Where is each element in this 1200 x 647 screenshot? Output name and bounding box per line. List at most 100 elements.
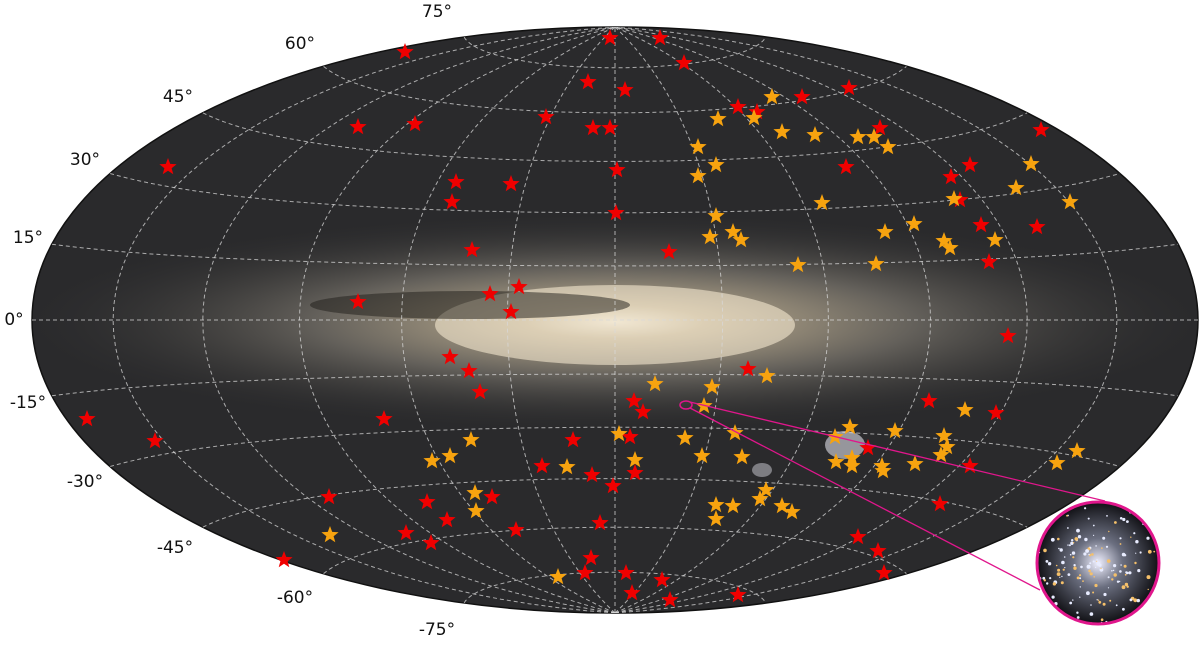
latitude-label: 15° [13, 228, 43, 248]
inset-star [1061, 560, 1065, 565]
inset-star [1126, 520, 1129, 523]
star-marker [724, 497, 742, 514]
star-marker [920, 392, 938, 409]
star-marker [972, 216, 990, 233]
inset-star [1100, 618, 1104, 621]
star-marker [956, 401, 974, 418]
star-marker [757, 481, 775, 498]
inset-star [1093, 534, 1095, 537]
star-marker [986, 231, 1004, 248]
inset-star [1146, 536, 1150, 540]
inset-star [1093, 576, 1095, 578]
star-marker [1022, 155, 1040, 172]
inset-star [1092, 560, 1095, 563]
latitude-labels: 75° 60° 45° 30° 15° 0° -15° -30° -45° -60° -75° [4, 2, 455, 640]
inset-star [1060, 581, 1064, 585]
star-marker [438, 511, 456, 528]
inset-star [1119, 537, 1122, 540]
star-marker [646, 375, 664, 392]
inset-star [1066, 514, 1068, 517]
star-marker [349, 118, 367, 135]
star-marker [466, 484, 484, 501]
inset-star [1064, 567, 1066, 569]
star-marker [763, 88, 781, 105]
star-marker [422, 534, 440, 551]
inset-star [1118, 580, 1121, 583]
star-marker [1032, 121, 1050, 138]
star-marker [660, 243, 678, 260]
star-marker [576, 564, 594, 581]
meridian [401, 27, 616, 613]
latitude-label: -15° [10, 393, 46, 413]
star-marker [626, 464, 644, 481]
inset-star [1045, 560, 1049, 563]
star-marker [707, 510, 725, 527]
inset-star [1134, 561, 1137, 565]
star-marker [617, 564, 635, 581]
star-marker [406, 115, 424, 132]
inset-star [1067, 527, 1069, 529]
latitude-label: 75° [422, 2, 452, 22]
inset-star [1074, 537, 1079, 541]
star-marker [849, 128, 867, 145]
star-marker [783, 503, 801, 520]
inset-star [1088, 569, 1091, 573]
star-marker [418, 493, 436, 510]
star-marker [859, 439, 877, 456]
star-marker [945, 190, 963, 207]
inset-star [1063, 556, 1066, 558]
inset-star [1098, 600, 1102, 604]
star-marker [748, 103, 766, 120]
inset-star [1101, 547, 1103, 549]
star-marker [582, 549, 600, 566]
star-marker [661, 591, 679, 608]
inset-star [1111, 578, 1114, 581]
star-marker [709, 110, 727, 127]
inset-star [1046, 582, 1049, 585]
star-marker [502, 303, 520, 320]
meridian [202, 27, 616, 613]
inset-star [1051, 595, 1055, 599]
star-marker [467, 502, 485, 519]
star-marker [607, 204, 625, 221]
inset-star [1055, 564, 1058, 567]
star-marker [905, 215, 923, 232]
inset-star [1080, 565, 1083, 569]
star-marker [739, 360, 757, 377]
inset-star [1069, 553, 1072, 556]
inset-star [1071, 551, 1076, 555]
inset-star [1070, 541, 1074, 545]
inset-star [1153, 550, 1156, 553]
star-marker [653, 571, 671, 588]
star-marker [462, 431, 480, 448]
star-marker [441, 348, 459, 365]
latitude-label: -60° [277, 588, 313, 608]
inset-star [1047, 562, 1052, 566]
star-marker [443, 193, 461, 210]
inset-star [1072, 542, 1075, 544]
inset-star [1059, 548, 1063, 552]
inset-star [1089, 572, 1093, 576]
star-marker [375, 410, 393, 427]
parallel [323, 526, 907, 575]
inset-star [1079, 577, 1082, 580]
star-marker [423, 452, 441, 469]
star-marker [1061, 193, 1079, 210]
star-marker [876, 223, 894, 240]
star-marker [980, 253, 998, 270]
inset-star [1095, 545, 1097, 547]
inset-star [1082, 580, 1084, 582]
star-marker [159, 158, 177, 175]
inset-star [1147, 588, 1149, 591]
star-marker [841, 418, 859, 435]
star-marker [601, 119, 619, 136]
star-marker [1068, 442, 1086, 459]
star-marker [634, 403, 652, 420]
inset-star [1067, 544, 1069, 546]
graticule [32, 27, 1198, 613]
star-marker [584, 119, 602, 136]
star-marker [806, 126, 824, 143]
inset-star [1120, 564, 1122, 566]
inset-star [1107, 587, 1110, 589]
